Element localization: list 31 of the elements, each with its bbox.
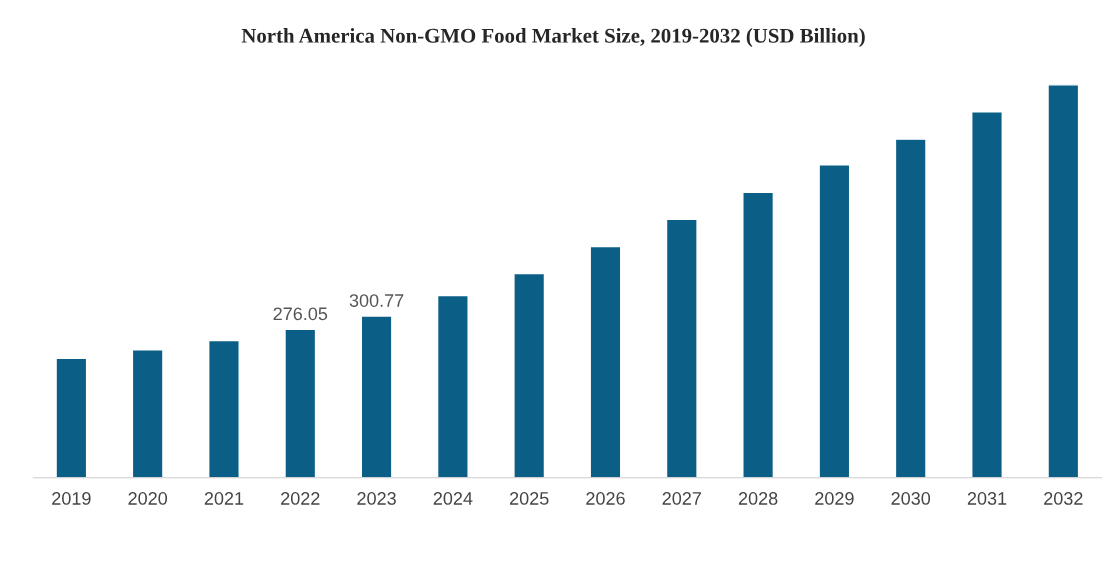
bar [971,111,1003,478]
bar [894,138,927,478]
bar [742,191,775,478]
chart-title: North America Non-GMO Food Market Size, 2019-2032 (USD Billion) [241,28,865,47]
bar [55,357,88,478]
x-tick-label: 2022 [281,492,320,505]
x-tick-label: 2027 [662,492,701,505]
x-tick-label: 2032 [1044,492,1083,505]
x-tick-label: 2031 [967,492,1007,505]
bar [1047,84,1080,478]
x-tick-label: 2024 [433,492,473,505]
x-tick-label: 2020 [128,492,168,505]
x-tick-label: 2030 [891,492,931,505]
x-tick-label: 2026 [586,492,625,505]
x-tick-label: 2028 [738,492,778,505]
x-tick-label: 2029 [815,492,854,505]
bar [284,328,317,478]
bar [436,294,469,478]
data-label: 276.05 [273,307,328,321]
bar [131,349,164,478]
bar [818,164,851,478]
x-tick-label: 2019 [52,492,91,505]
bar [665,218,698,478]
x-tick-label: 2021 [204,492,244,505]
x-tick-label: 2025 [510,492,549,505]
bar [208,339,240,478]
bar [360,315,393,478]
bar [513,272,546,478]
data-label: 300.77 [349,294,404,307]
bar [589,245,622,478]
x-tick-label: 2023 [357,492,396,505]
